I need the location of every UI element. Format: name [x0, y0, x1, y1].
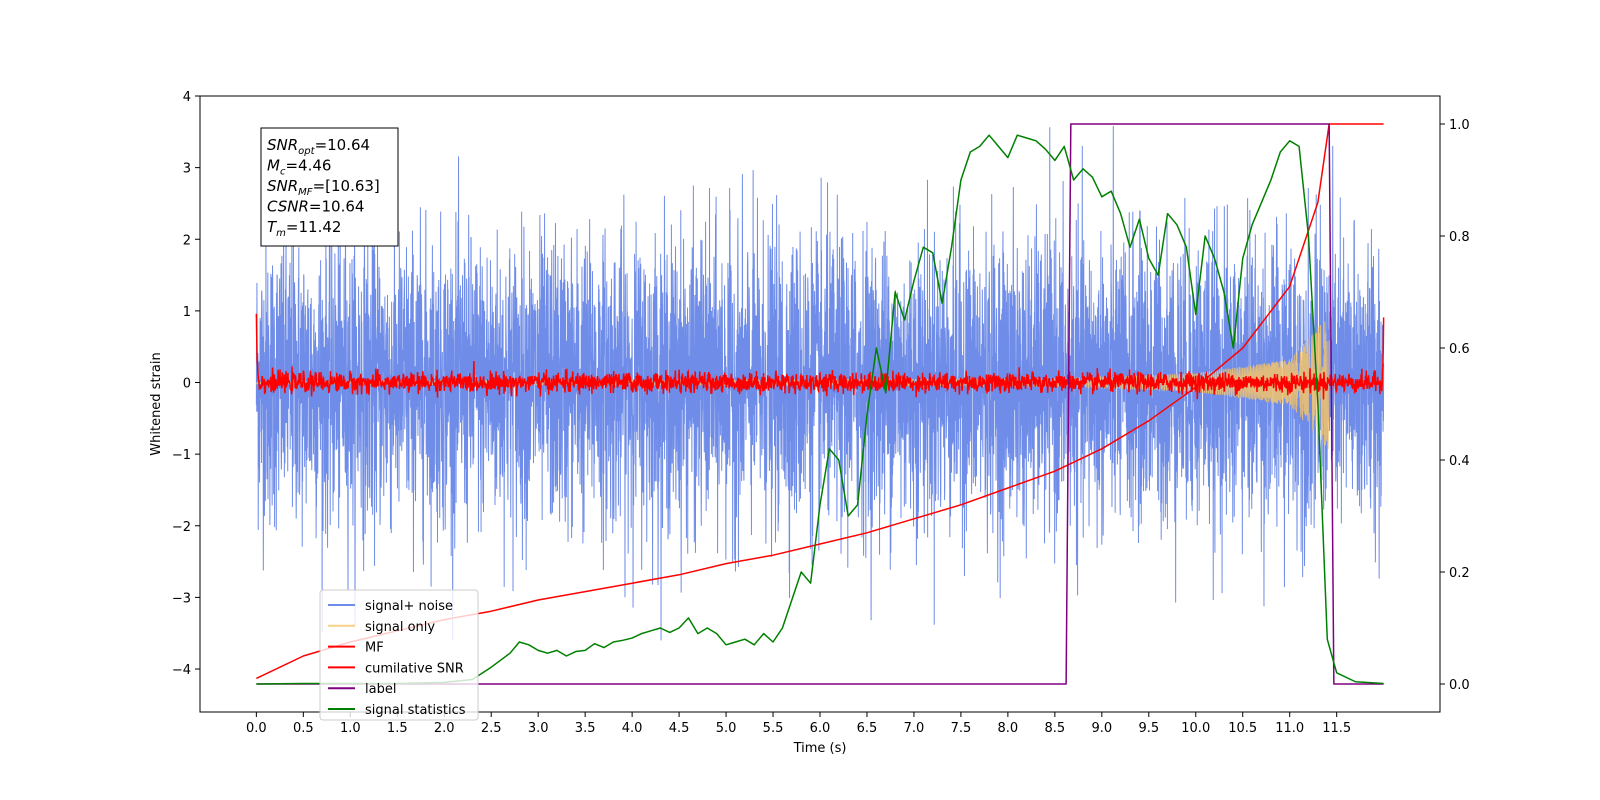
x-tick-label: 5.0	[716, 721, 737, 736]
y2-tick-label: 1.0	[1449, 118, 1470, 133]
y-tick-label: −1	[172, 448, 191, 463]
x-tick-label: 8.5	[1045, 721, 1066, 736]
x-tick-label: 11.5	[1322, 721, 1351, 736]
x-tick-label: 6.0	[810, 721, 831, 736]
x-tick-label: 9.5	[1138, 721, 1159, 736]
x-tick-label: 3.0	[528, 721, 549, 736]
x-tick-label: 11.0	[1275, 721, 1304, 736]
x-tick-label: 4.0	[622, 721, 643, 736]
series-signal-statistics	[256, 134, 1384, 685]
series-signal-noise	[255, 125, 1385, 641]
x-tick-label: 4.5	[669, 721, 690, 736]
info-box-frame	[260, 127, 399, 247]
x-tick-label: 2.5	[481, 721, 502, 736]
x-tick-label: 7.0	[904, 721, 925, 736]
info-line: Tm=11.42	[267, 218, 341, 239]
legend-entry: MF	[365, 641, 384, 656]
x-tick-label: 1.5	[387, 721, 408, 736]
info-line: CSNR=10.64	[267, 198, 364, 216]
y-tick-label: 3	[183, 162, 191, 177]
x-tick-label: 3.5	[575, 721, 596, 736]
x-tick-label: 2.0	[434, 721, 455, 736]
x-axis: 0.0 0.5 1.0 1.5 2.0 2.5 3.0 3.5 4.0 4.5 5.0 5.5 6.0 6…	[246, 712, 1351, 736]
x-tick-label: 8.0	[998, 721, 1019, 736]
y-axis-right: 1.0 0.8 0.6 0.4 0.2 0.0	[1440, 118, 1470, 693]
x-tick-label: 0.5	[293, 721, 314, 736]
y-tick-label: 0	[183, 377, 191, 392]
info-line: SNRMF=[10.63]	[267, 177, 380, 198]
series-label	[256, 123, 1384, 685]
y-tick-label: −3	[172, 591, 191, 606]
legend-entry: signal+ noise	[365, 599, 453, 614]
legend-frame	[319, 589, 479, 721]
y2-tick-label: 0.6	[1449, 342, 1470, 357]
legend-entry: label	[365, 682, 396, 697]
y-axis-label: Whitened strain	[149, 352, 164, 455]
info-line: SNRopt=10.64	[267, 136, 370, 157]
y2-tick-label: 0.2	[1449, 566, 1470, 581]
y2-tick-label: 0.4	[1449, 454, 1470, 469]
y-axis-left: 4 3 2 1 0 −1 −2 −3 −4	[172, 90, 200, 678]
x-tick-label: 10.0	[1181, 721, 1210, 736]
x-tick-label: 7.5	[951, 721, 972, 736]
legend-entry: cumilative SNR	[365, 661, 464, 676]
y-tick-label: 1	[183, 305, 191, 320]
x-tick-label: 5.5	[763, 721, 784, 736]
x-tick-label: 10.5	[1228, 721, 1257, 736]
series-mf	[255, 313, 1385, 400]
info-line: Mc=4.46	[267, 157, 331, 178]
y-tick-label: −2	[172, 520, 191, 535]
x-tick-label: 9.0	[1091, 721, 1112, 736]
x-axis-label: Time (s)	[793, 741, 847, 756]
x-tick-label: 1.0	[340, 721, 361, 736]
y2-tick-label: 0.8	[1449, 230, 1470, 245]
x-tick-label: 0.0	[246, 721, 267, 736]
y2-tick-label: 0.0	[1449, 678, 1470, 693]
x-tick-label: 6.5	[857, 721, 878, 736]
y-tick-label: −4	[172, 663, 191, 678]
legend-entry: signal statistics	[365, 703, 466, 718]
info-box: SNRopt=10.64Mc=4.46SNRMF=[10.63]CSNR=10.…	[260, 127, 399, 247]
legend: signal+ noise signal only MF cumilative SNR…	[319, 589, 479, 721]
y-tick-label: 4	[183, 90, 191, 105]
y-tick-label: 2	[183, 233, 191, 248]
legend-entry: signal only	[365, 620, 435, 635]
